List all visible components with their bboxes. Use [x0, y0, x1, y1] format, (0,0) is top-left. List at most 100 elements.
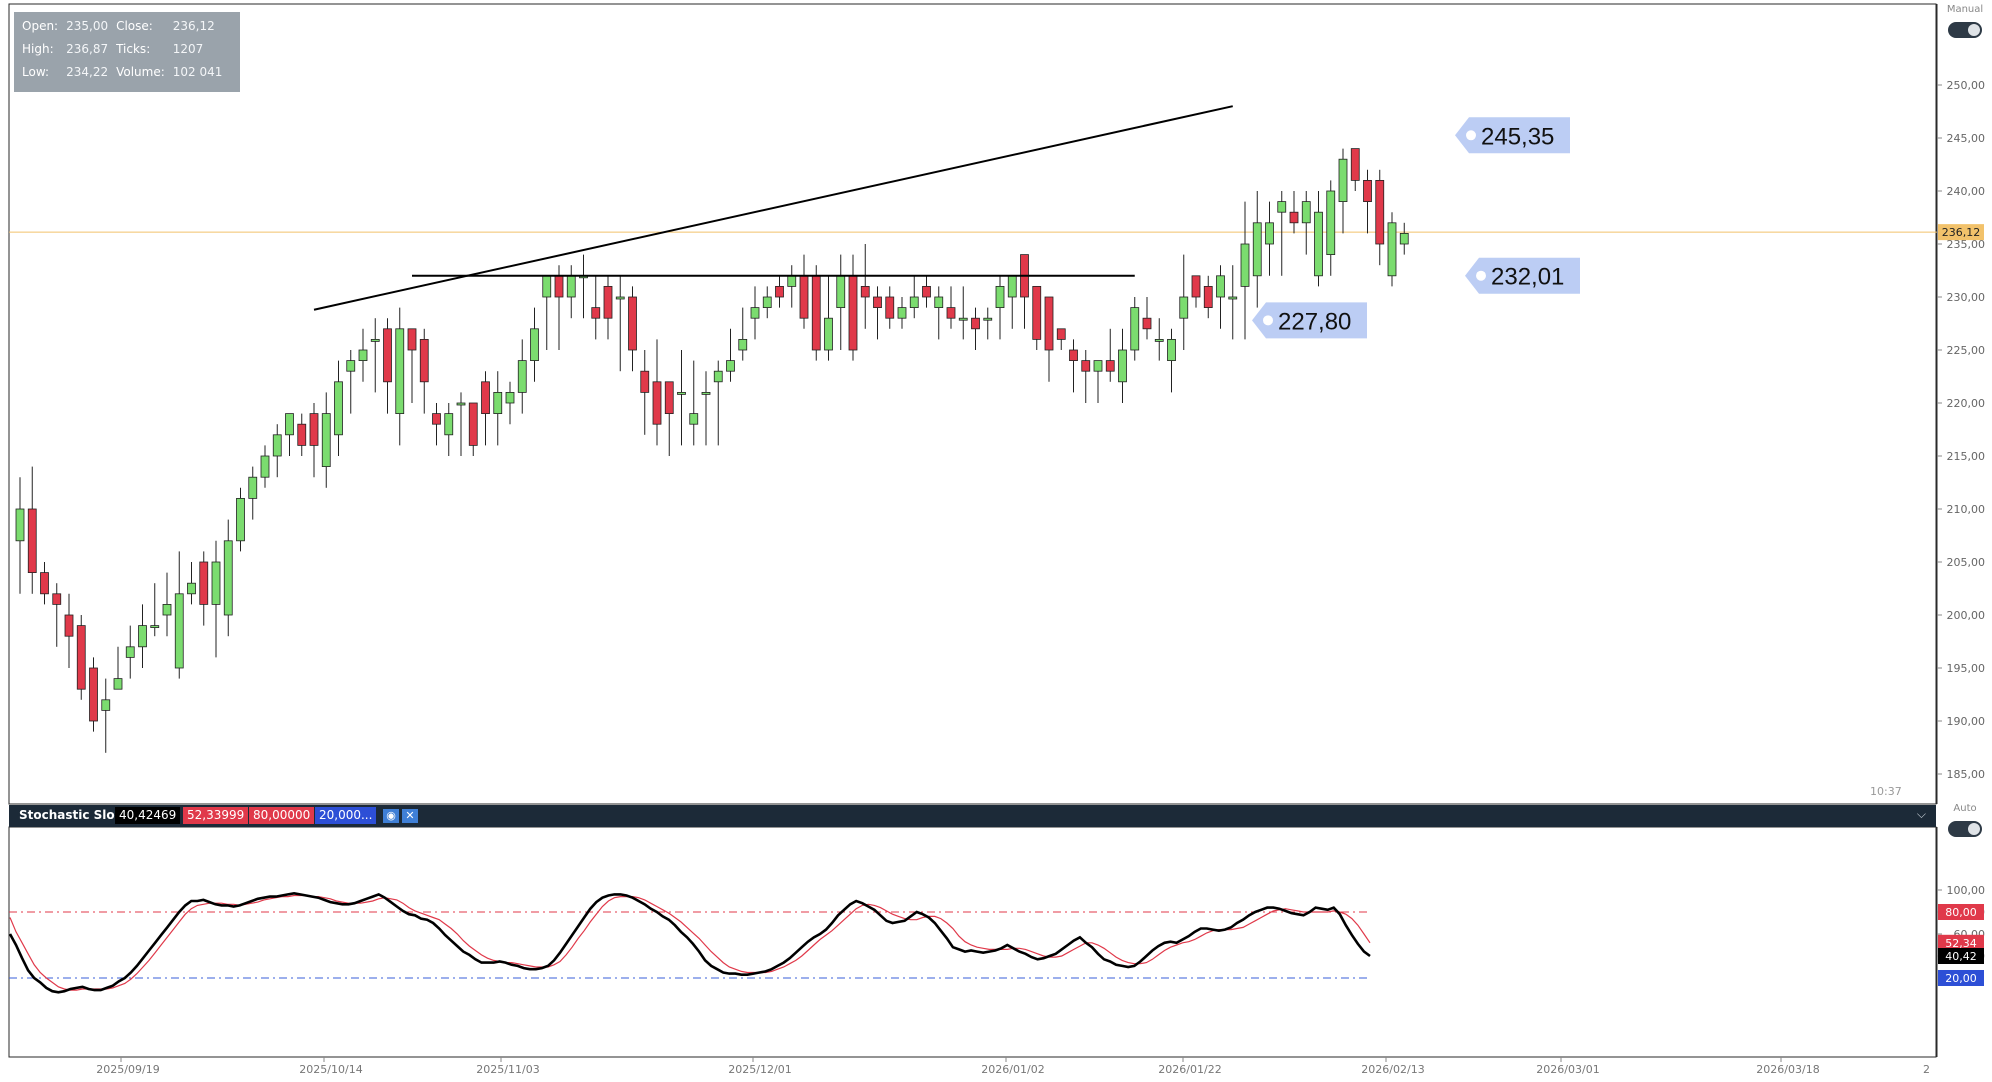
- candle-body: [76, 625, 86, 690]
- date-tick-label: 2026/03/18: [1756, 1063, 1819, 1076]
- candle-body: [958, 317, 968, 321]
- stoch-axis: 100,0080,0060,0040,0080,0052,3440,4220,0…: [1936, 827, 1985, 1057]
- candle-body: [922, 285, 931, 298]
- candle-body: [934, 296, 944, 309]
- time-axis: 2025/09/19 2025/10/14 2025/11/03 2025/12/01…: [96, 1057, 1930, 1076]
- candle-body: [285, 413, 294, 436]
- candle-body: [909, 296, 919, 309]
- candle-body: [762, 296, 772, 309]
- candle-body: [1203, 285, 1213, 308]
- candle-body: [1326, 190, 1336, 255]
- eye-icon[interactable]: ◉: [383, 809, 399, 823]
- candle-body: [150, 625, 160, 628]
- candle-body: [554, 275, 564, 298]
- candle-body: [787, 275, 797, 287]
- auto-scale-control[interactable]: Auto: [1938, 803, 1992, 843]
- close-icon[interactable]: ✕: [402, 809, 418, 823]
- price-tick-label: 205,00: [1947, 556, 1986, 569]
- high-value: 236,87: [66, 42, 109, 56]
- candle-body: [334, 381, 343, 436]
- volume-label: Volume:: [116, 65, 165, 79]
- candle-body: [566, 275, 576, 298]
- candle-body: [15, 508, 25, 542]
- candle-body: [432, 413, 441, 425]
- candle-body: [481, 381, 490, 414]
- candle-body: [407, 328, 417, 351]
- stoch-value-label: 52,34: [1945, 937, 1977, 950]
- stoch-levels: [9, 911, 1370, 979]
- auto-label: Auto: [1953, 803, 1977, 814]
- upper-level-badge: 80,00000: [249, 807, 315, 824]
- candle-body: [750, 307, 760, 319]
- date-tick-label: 2025/10/14: [299, 1063, 362, 1076]
- candle-body: [726, 360, 735, 372]
- price-tick-label: 200,00: [1947, 609, 1986, 622]
- candle-body: [187, 582, 196, 595]
- candle-body: [125, 646, 135, 658]
- candle-body: [860, 285, 870, 298]
- volume-value: 102 041: [172, 65, 223, 79]
- stoch-value-badge: [1938, 948, 1984, 964]
- chevron-down-icon[interactable]: ⌵: [1916, 807, 1926, 821]
- date-tick-label: 2025/12/01: [728, 1063, 791, 1076]
- manual-scale-control[interactable]: Manual: [1938, 4, 1992, 44]
- candle-body: [1007, 275, 1017, 298]
- price-tick-label: 185,00: [1947, 768, 1986, 781]
- candle-body: [260, 455, 270, 478]
- candle-body: [873, 296, 882, 309]
- manual-toggle-icon[interactable]: [1948, 22, 1982, 38]
- candle-body: [395, 328, 405, 414]
- current-price-badge: [1938, 224, 1984, 241]
- d-value-badge: 52,33999: [183, 807, 249, 824]
- candle-body: [64, 614, 74, 637]
- price-tick-label: 220,00: [1947, 397, 1986, 410]
- candle-body: [1056, 328, 1066, 340]
- candle-body: [885, 296, 895, 319]
- price-tick-label: 190,00: [1947, 715, 1986, 728]
- candle-body: [517, 360, 527, 393]
- candle-body: [1142, 317, 1152, 330]
- auto-toggle-icon[interactable]: [1948, 821, 1982, 837]
- candle-body: [775, 285, 784, 298]
- stoch-k-line: [8, 891, 1371, 994]
- close-value: 236,12: [172, 19, 215, 33]
- candle-body: [346, 360, 356, 372]
- date-tick-label: 2026/02/13: [1361, 1063, 1424, 1076]
- candle-body: [530, 328, 539, 361]
- candle-body: [1289, 211, 1299, 224]
- candle-body: [248, 476, 258, 499]
- candle-body: [40, 572, 49, 595]
- price-callout-dot: [1476, 270, 1486, 281]
- candle-body: [505, 391, 515, 404]
- price-callout-dot: [1466, 130, 1476, 141]
- price-tick-label: 235,00: [1947, 238, 1986, 251]
- candle-body: [1240, 243, 1250, 287]
- candle-body: [848, 275, 858, 351]
- indicator-name: Stochastic Slow: [19, 808, 126, 822]
- candle-body: [1399, 232, 1409, 245]
- candle-body: [27, 508, 37, 573]
- candle-body: [1167, 338, 1176, 361]
- candle-body: [677, 391, 686, 395]
- candle-body: [615, 296, 625, 300]
- close-label: Close:: [116, 19, 153, 33]
- candle-body: [52, 593, 62, 605]
- lower-level-badge: 20,000...: [315, 807, 377, 824]
- ticks-value: 1207: [172, 42, 204, 56]
- date-tick-label: 2025/11/03: [476, 1063, 539, 1076]
- candle-body: [1277, 201, 1287, 213]
- candle-body: [897, 307, 907, 319]
- date-tick-label: 2026/03/01: [1536, 1063, 1599, 1076]
- candles: [15, 148, 1409, 753]
- candle-body: [236, 497, 245, 542]
- candle-body: [628, 296, 637, 351]
- candle-body: [1265, 222, 1274, 245]
- candle-body: [1363, 179, 1372, 202]
- candle-body: [995, 285, 1005, 308]
- price-tick-label: 195,00: [1947, 662, 1986, 675]
- toggle-knob: [1968, 24, 1980, 36]
- date-tick-label: 2026/01/02: [981, 1063, 1044, 1076]
- candle-body: [456, 402, 466, 406]
- manual-label: Manual: [1946, 4, 1984, 15]
